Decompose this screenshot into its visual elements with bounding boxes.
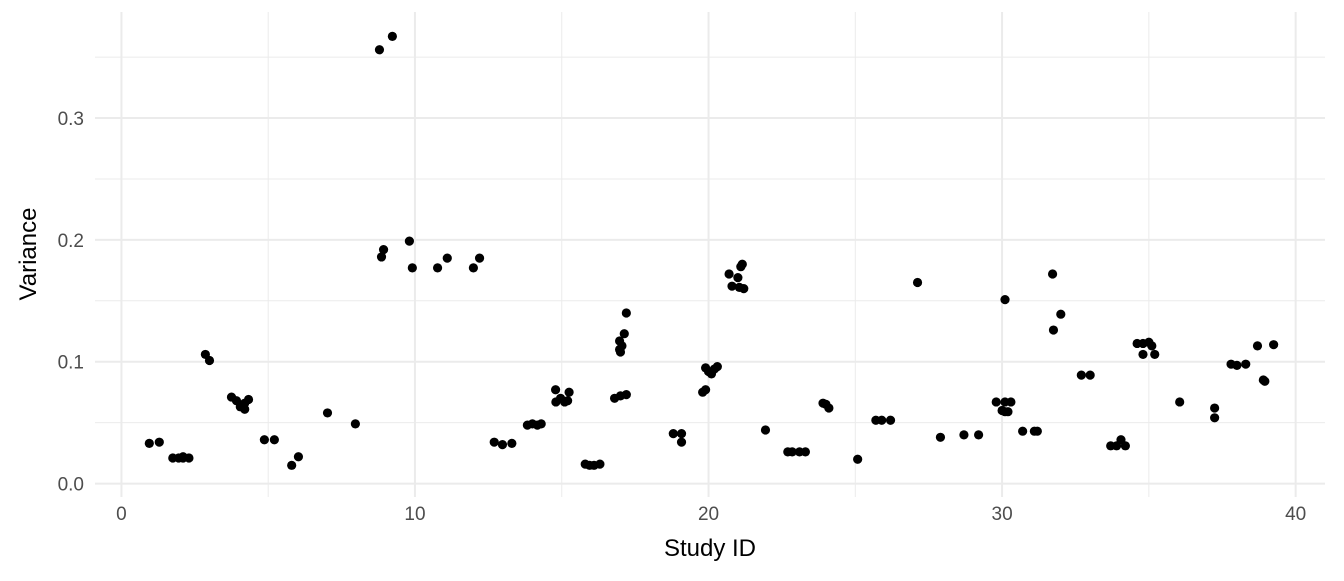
data-point: [1232, 360, 1242, 370]
data-point: [1138, 349, 1148, 360]
data-point: [474, 253, 485, 263]
data-point: [497, 440, 508, 450]
data-points: [144, 31, 1279, 470]
data-point: [760, 425, 771, 435]
y-tick-label: 0.3: [58, 109, 84, 130]
data-point: [709, 364, 720, 374]
x-tick-label: 40: [1285, 504, 1306, 525]
data-point: [1048, 325, 1059, 335]
x-tick-label: 30: [992, 504, 1013, 525]
data-point: [287, 460, 297, 470]
data-point: [800, 447, 811, 457]
data-point: [615, 347, 626, 357]
y-tick-label: 0.2: [58, 231, 84, 252]
data-point: [387, 31, 397, 41]
data-point: [1120, 441, 1130, 451]
data-point: [1260, 376, 1270, 386]
data-point: [154, 437, 164, 447]
data-point: [1252, 341, 1263, 351]
data-point: [259, 435, 269, 445]
data-point: [1269, 340, 1279, 350]
data-point: [1056, 309, 1066, 319]
data-point: [974, 430, 984, 440]
x-tick-label: 0: [116, 504, 127, 525]
data-point: [489, 437, 499, 447]
data-point: [727, 281, 737, 291]
data-point: [144, 438, 154, 448]
data-point: [595, 459, 605, 469]
data-point: [676, 437, 687, 447]
x-tick-label: 20: [698, 504, 719, 525]
data-point: [991, 397, 1001, 407]
data-point: [787, 447, 797, 457]
data-point: [1076, 370, 1086, 380]
data-point: [700, 385, 711, 395]
data-point: [619, 329, 629, 339]
data-point: [322, 408, 333, 418]
data-point: [724, 269, 734, 279]
data-point: [935, 432, 946, 442]
data-point: [959, 430, 969, 440]
data-point: [350, 419, 360, 429]
data-point: [1018, 426, 1028, 436]
data-point: [550, 385, 561, 395]
data-point: [1150, 349, 1160, 360]
grid: [95, 12, 1325, 497]
data-point: [404, 236, 414, 246]
data-point: [376, 252, 387, 262]
data-point: [1147, 341, 1157, 351]
data-point: [1047, 269, 1058, 279]
data-point: [1085, 370, 1095, 380]
data-point: [1000, 294, 1010, 305]
data-point: [1175, 397, 1185, 407]
data-point: [178, 452, 188, 462]
data-point: [1210, 403, 1220, 413]
data-point: [269, 435, 279, 445]
data-point: [407, 263, 417, 273]
data-point: [1210, 413, 1220, 423]
data-point: [442, 253, 452, 263]
data-point: [468, 263, 478, 273]
data-point: [824, 403, 834, 413]
data-point: [293, 452, 304, 462]
data-point: [507, 438, 517, 448]
axis-ticks: 0 10 20 30 40 0.0 0.1 0.2 0.3: [58, 109, 1307, 525]
data-point: [1032, 426, 1042, 436]
data-point: [243, 394, 254, 405]
data-point: [1006, 397, 1016, 407]
data-point: [668, 429, 678, 439]
data-point: [432, 263, 443, 273]
data-point: [564, 387, 574, 397]
data-point: [737, 259, 747, 269]
data-point: [378, 245, 389, 255]
y-tick-label: 0.1: [58, 353, 84, 374]
data-point: [621, 308, 631, 318]
data-point: [563, 396, 573, 406]
data-point: [733, 273, 743, 283]
data-point: [621, 390, 631, 400]
data-point: [912, 277, 923, 288]
data-point: [204, 355, 215, 366]
x-tick-label: 10: [404, 504, 425, 525]
data-point: [877, 415, 887, 425]
data-point: [1241, 359, 1251, 369]
data-point: [853, 454, 863, 464]
data-point: [536, 419, 546, 429]
data-point: [885, 415, 896, 425]
data-point: [1003, 407, 1013, 417]
y-tick-label: 0.0: [58, 475, 84, 496]
data-point: [374, 45, 385, 55]
data-point: [739, 284, 749, 294]
data-point: [676, 429, 687, 439]
y-axis-label: Variance: [15, 208, 42, 301]
x-axis-label: Study ID: [664, 535, 756, 562]
